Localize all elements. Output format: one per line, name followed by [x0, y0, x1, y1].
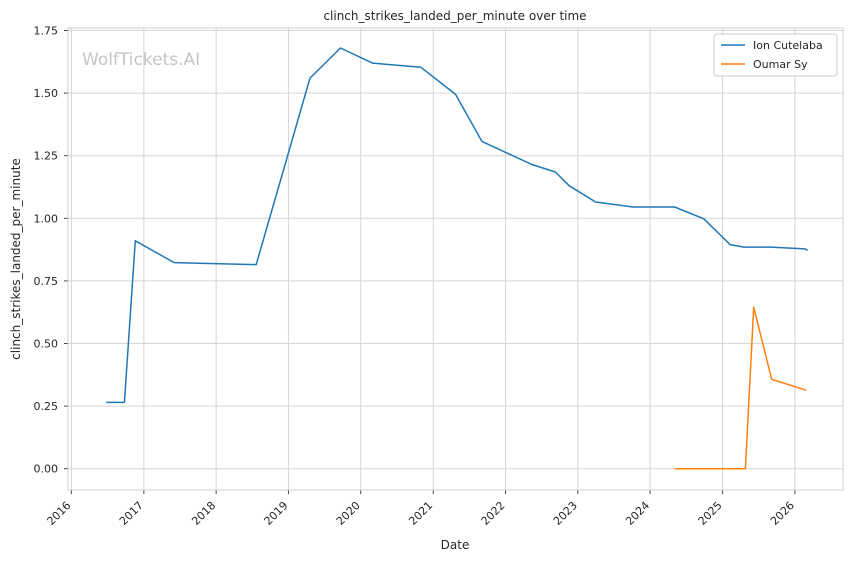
x-tick-label-2024: 2024	[623, 499, 652, 528]
y-tick-label-1.75: 1.75	[34, 25, 59, 38]
x-tick-label-2022: 2022	[479, 499, 508, 528]
x-axis-title: Date	[441, 538, 470, 552]
y-tick-labels: 0.00 0.25 0.50 0.75 1.00 1.25 1.50 1.75	[34, 25, 59, 476]
y-tick-label-1.00: 1.00	[34, 212, 59, 225]
x-tick-label-2025: 2025	[696, 499, 725, 528]
series-lines	[106, 47, 809, 470]
legend: Ion Cutelaba Oumar Sy	[713, 33, 838, 77]
x-tick-label-2016: 2016	[44, 499, 73, 528]
y-axis-title: clinch_strikes_landed_per_minute	[9, 158, 23, 360]
legend-label-oumar-sy: Oumar Sy	[753, 58, 808, 71]
series-line-oumar-sy	[674, 306, 807, 470]
x-tick-label-2018: 2018	[189, 499, 218, 528]
x-tick-label-2023: 2023	[551, 499, 580, 528]
y-tick-label-0.25: 0.25	[34, 400, 59, 413]
x-tick-label-2021: 2021	[406, 499, 435, 528]
plot-area	[67, 27, 844, 491]
chart-title: clinch_strikes_landed_per_minute over ti…	[323, 9, 586, 23]
y-tick-label-0.50: 0.50	[34, 338, 59, 351]
y-tick-label-1.50: 1.50	[34, 87, 59, 100]
series-line-ion-cutelaba	[106, 47, 809, 404]
x-gridlines	[70, 28, 796, 494]
x-tick-label-2026: 2026	[768, 499, 797, 528]
x-tick-label-2019: 2019	[262, 499, 291, 528]
x-tick-label-2020: 2020	[334, 499, 363, 528]
x-tick-labels: 2016 2017 2018 2019 2020 2021 2022 2023 2024 2025…	[44, 499, 796, 528]
legend-label-ion-cutelaba: Ion Cutelaba	[753, 39, 823, 52]
y-tick-label-0.75: 0.75	[34, 275, 59, 288]
x-tick-label-2017: 2017	[117, 499, 146, 528]
y-tick-label-1.25: 1.25	[34, 150, 59, 163]
y-gridlines	[64, 30, 843, 470]
y-tick-label-0.00: 0.00	[34, 463, 59, 476]
watermark: WolfTickets.AI	[82, 50, 200, 70]
